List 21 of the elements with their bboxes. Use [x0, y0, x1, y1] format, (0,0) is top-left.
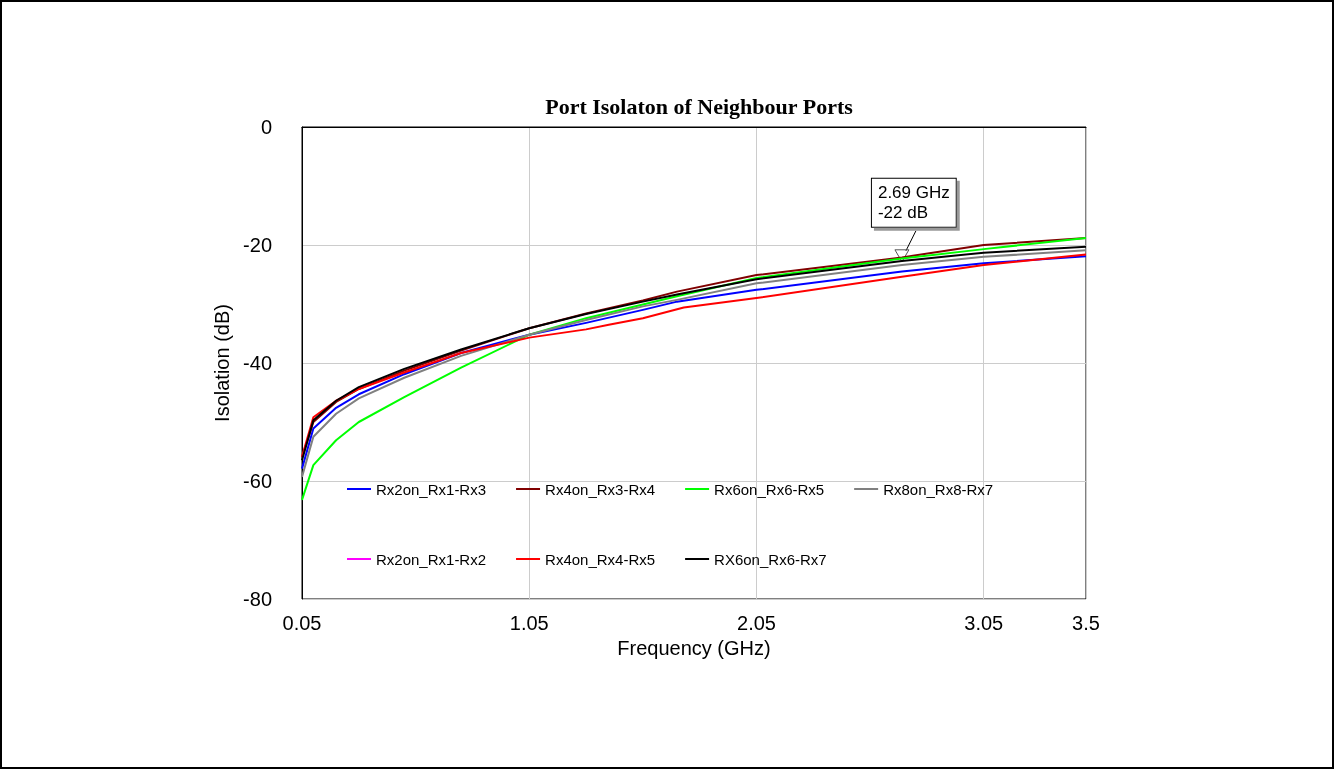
annotation: 2.69 GHz -22 dB: [877, 183, 950, 223]
x-tick-label: 3.5: [1072, 612, 1100, 634]
y-tick-label: -60: [243, 470, 272, 492]
y-tick-label: -20: [243, 234, 272, 256]
y-tick-label: -40: [243, 352, 272, 374]
legend-label: RX6on_Rx6-Rx7: [714, 550, 827, 568]
legend-label: Rx2on_Rx1-Rx3: [376, 480, 487, 498]
legend-label: Rx2on_Rx1-Rx2: [376, 550, 487, 568]
y-tick-label: 0: [260, 116, 272, 138]
chart-title: Port Isolaton of Neighbour Ports: [545, 93, 854, 119]
legend-label: Rx4on_Rx3-Rx4: [545, 480, 656, 498]
y-tick-label: -80: [243, 588, 272, 610]
legend-label: Rx6on_Rx6-Rx5: [714, 480, 825, 498]
x-tick-label: 3.05: [964, 612, 1004, 634]
legend-label: Rx8on_Rx8-Rx7: [883, 480, 994, 498]
x-tick-label: 0.05: [282, 612, 322, 634]
legend-label: Rx4on_Rx4-Rx5: [545, 550, 656, 568]
x-tick-label: 2.05: [737, 612, 776, 634]
y-axis-title: Isolation (dB): [211, 304, 233, 422]
x-tick-label: 1.05: [509, 612, 549, 634]
x-axis-title: Frequency (GHz): [617, 636, 771, 659]
